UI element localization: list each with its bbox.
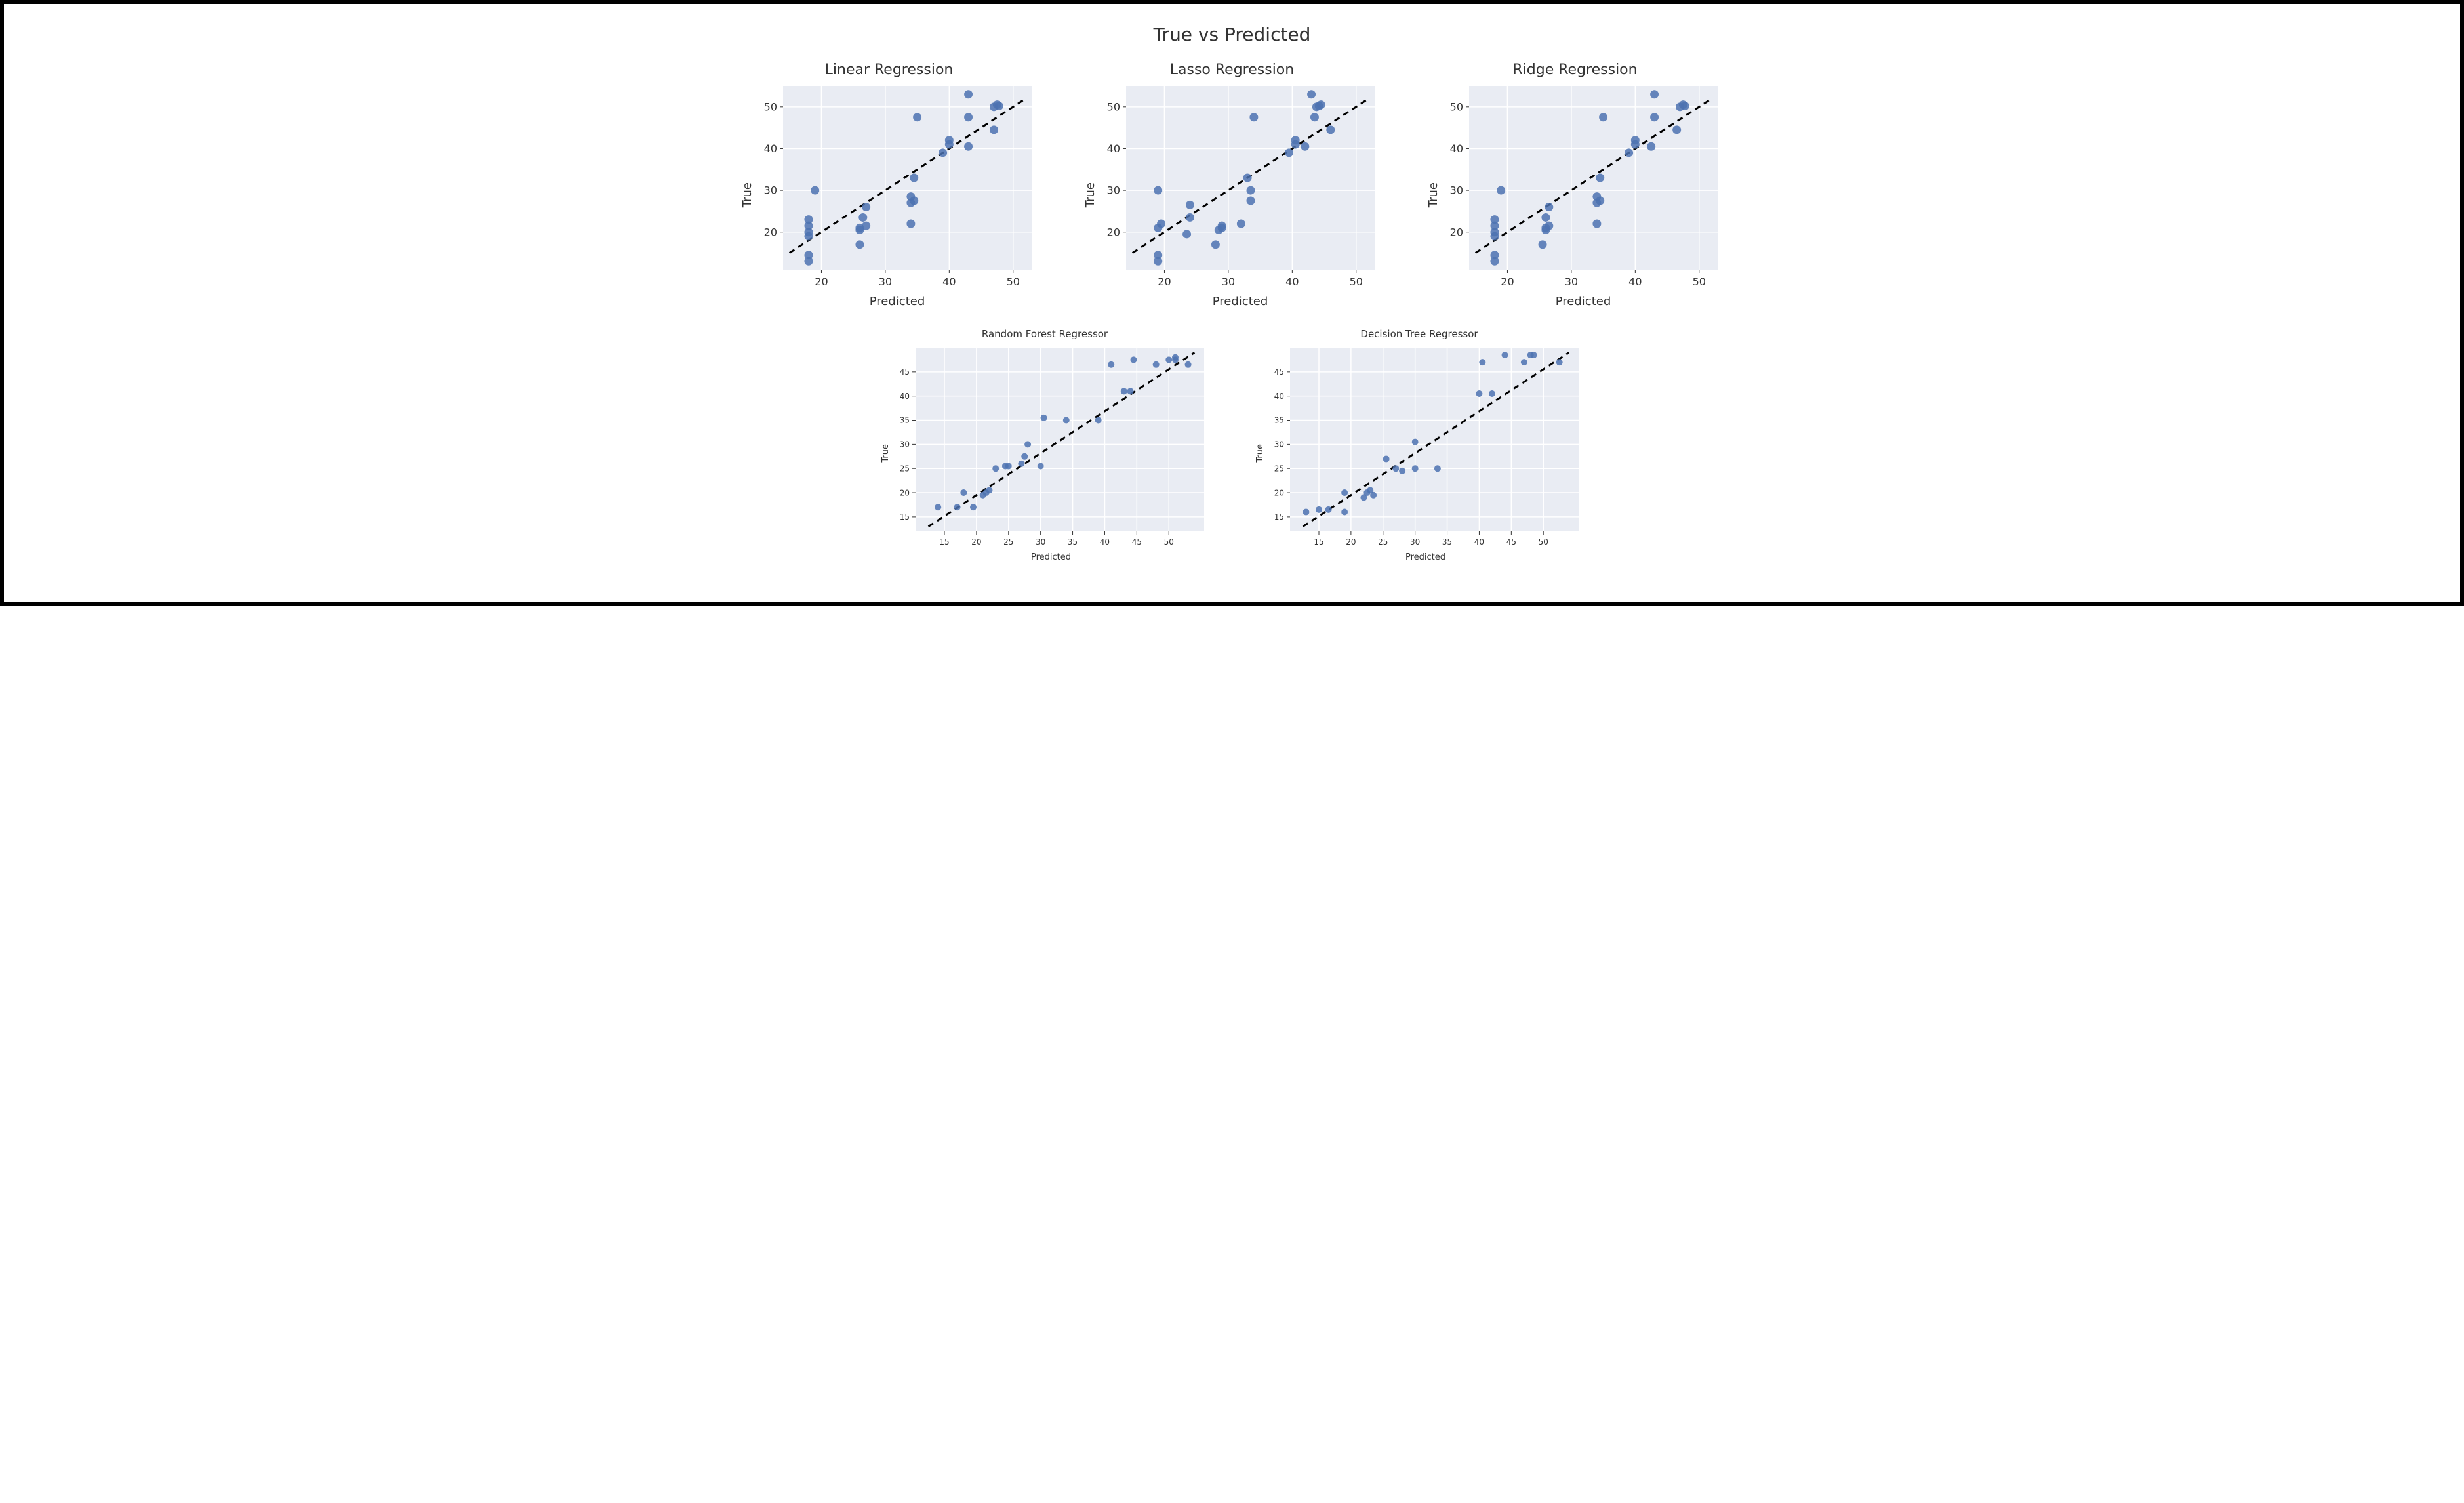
figure-title: True vs Predicted (24, 24, 2440, 45)
scatter-plot: 15 20 25 30 35 40 45 50 15 20 25 30 35 40 45 (1268, 344, 1584, 550)
figure-frame: True vs Predicted Linear Regression True 2… (0, 0, 2464, 606)
svg-text:20: 20 (1450, 226, 1463, 238)
scatter-plot: 20 30 40 50 20 30 40 50 (1100, 82, 1381, 292)
y-axis-label: True (1426, 182, 1440, 207)
y-axis-label: True (1083, 182, 1097, 207)
svg-text:35: 35 (1274, 416, 1283, 425)
svg-text:30: 30 (1450, 184, 1463, 197)
svg-text:45: 45 (1274, 367, 1283, 377)
subplot-title: Random Forest Regressor (982, 328, 1108, 340)
subplot-row-2: Random Forest Regressor True 15 20 25 30 35 40 4… (24, 328, 2440, 562)
svg-text:40: 40 (942, 276, 956, 288)
subplot-rf: Random Forest Regressor True 15 20 25 30 35 40 4… (881, 328, 1209, 562)
svg-text:35: 35 (1442, 537, 1451, 546)
svg-text:20: 20 (1158, 276, 1171, 288)
x-axis-label: Predicted (1405, 552, 1445, 562)
x-ticks: 20 30 40 50 (1158, 270, 1363, 288)
y-ticks: 20 30 40 50 (1450, 100, 1469, 238)
scatter-plot: 20 30 40 50 20 30 40 50 (1443, 82, 1724, 292)
svg-text:30: 30 (764, 184, 777, 197)
svg-text:30: 30 (1107, 184, 1120, 197)
svg-text:40: 40 (1107, 142, 1120, 155)
svg-text:30: 30 (1036, 537, 1045, 546)
subplot-lasso: Lasso Regression True 20 30 40 50 20 30 40 50 Pred… (1083, 62, 1381, 308)
svg-text:20: 20 (1346, 537, 1356, 546)
y-ticks: 15 20 25 30 35 40 45 (1274, 367, 1289, 522)
svg-text:20: 20 (971, 537, 981, 546)
svg-text:30: 30 (1410, 537, 1420, 546)
svg-text:25: 25 (1003, 537, 1013, 546)
subplot-title: Ridge Regression (1512, 62, 1637, 78)
svg-text:45: 45 (1506, 537, 1516, 546)
x-ticks: 15 20 25 30 35 40 45 50 (939, 531, 1174, 546)
svg-text:50: 50 (1450, 100, 1463, 113)
svg-text:45: 45 (899, 367, 909, 377)
svg-text:40: 40 (1099, 537, 1109, 546)
x-axis-label: Predicted (1213, 295, 1268, 308)
svg-text:50: 50 (1163, 537, 1173, 546)
y-axis-label: True (1255, 444, 1265, 463)
svg-text:15: 15 (899, 512, 909, 522)
subplot-title: Decision Tree Regressor (1360, 328, 1478, 340)
svg-text:20: 20 (1107, 226, 1120, 238)
svg-text:50: 50 (1350, 276, 1363, 288)
svg-text:40: 40 (764, 142, 777, 155)
x-axis-label: Predicted (1556, 295, 1611, 308)
svg-text:15: 15 (939, 537, 949, 546)
svg-text:20: 20 (1274, 488, 1283, 497)
svg-text:50: 50 (1107, 100, 1120, 113)
subplot-ridge: Ridge Regression True 20 30 40 50 20 30 40 50 Pred… (1426, 62, 1724, 308)
x-ticks: 20 30 40 50 (815, 270, 1020, 288)
svg-text:40: 40 (1474, 537, 1484, 546)
x-axis-label: Predicted (1031, 552, 1071, 562)
svg-text:30: 30 (1565, 276, 1578, 288)
subplot-title: Lasso Regression (1170, 62, 1294, 78)
svg-text:30: 30 (899, 440, 909, 449)
svg-text:25: 25 (899, 464, 909, 473)
svg-text:40: 40 (1628, 276, 1642, 288)
svg-text:50: 50 (1538, 537, 1548, 546)
svg-text:45: 45 (1131, 537, 1141, 546)
svg-text:40: 40 (899, 392, 909, 401)
subplot-dt: Decision Tree Regressor True 15 20 25 30 35 40 4… (1255, 328, 1584, 562)
svg-text:15: 15 (1314, 537, 1323, 546)
svg-text:30: 30 (1274, 440, 1283, 449)
svg-text:35: 35 (899, 416, 909, 425)
svg-text:50: 50 (1693, 276, 1706, 288)
svg-text:30: 30 (879, 276, 892, 288)
svg-text:20: 20 (815, 276, 828, 288)
y-ticks: 20 30 40 50 (1107, 100, 1126, 238)
subplot-title: Linear Regression (825, 62, 954, 78)
svg-text:20: 20 (899, 488, 909, 497)
svg-text:35: 35 (1067, 537, 1077, 546)
svg-text:25: 25 (1378, 537, 1388, 546)
svg-text:20: 20 (1501, 276, 1514, 288)
svg-text:20: 20 (764, 226, 777, 238)
svg-text:40: 40 (1274, 392, 1283, 401)
y-ticks: 20 30 40 50 (764, 100, 783, 238)
scatter-plot: 15 20 25 30 35 40 45 50 15 20 25 30 35 40 45 (893, 344, 1209, 550)
scatter-plot: 20 30 40 50 20 30 40 50 (757, 82, 1038, 292)
svg-text:50: 50 (1007, 276, 1020, 288)
svg-text:50: 50 (764, 100, 777, 113)
subplot-row-1: Linear Regression True 20 30 40 50 20 30 40 50 Pre… (24, 62, 2440, 308)
y-ticks: 15 20 25 30 35 40 45 (899, 367, 915, 522)
svg-text:25: 25 (1274, 464, 1283, 473)
svg-text:40: 40 (1450, 142, 1463, 155)
svg-text:40: 40 (1285, 276, 1299, 288)
x-axis-label: Predicted (870, 295, 925, 308)
svg-text:30: 30 (1222, 276, 1235, 288)
x-ticks: 15 20 25 30 35 40 45 50 (1314, 531, 1548, 546)
svg-text:15: 15 (1274, 512, 1283, 522)
subplot-linreg: Linear Regression True 20 30 40 50 20 30 40 50 Pre… (740, 62, 1038, 308)
y-axis-label: True (740, 182, 754, 207)
y-axis-label: True (881, 444, 891, 463)
x-ticks: 20 30 40 50 (1501, 270, 1706, 288)
